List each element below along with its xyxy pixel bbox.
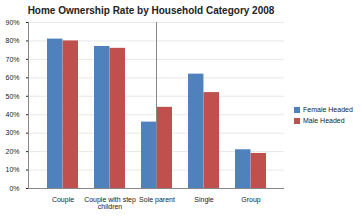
svg-text:70%: 70% (5, 56, 19, 63)
svg-text:0%: 0% (9, 185, 19, 192)
svg-text:80%: 80% (5, 37, 19, 44)
html-text:Male Headed: Male Headed (303, 117, 345, 124)
svg-text:10%: 10% (5, 166, 19, 173)
svg-text:Couple: Couple (52, 196, 74, 204)
svg-text:Sole parent: Sole parent (139, 196, 175, 204)
html-text:Female Headed: Female Headed (303, 106, 353, 113)
svg-text:Couple with stepchildren: Couple with stepchildren (84, 196, 136, 210)
svg-text:50%: 50% (5, 93, 19, 100)
svg-text:40%: 40% (5, 111, 19, 118)
html-text:Home Ownership Rate by Househo: Home Ownership Rate by Household Categor… (27, 5, 275, 16)
svg-text:60%: 60% (5, 74, 19, 81)
svg-text:30%: 30% (5, 129, 19, 136)
svg-text:20%: 20% (5, 148, 19, 155)
svg-text:Single: Single (194, 196, 214, 204)
svg-text:90%: 90% (5, 19, 19, 26)
svg-text:Group: Group (241, 196, 261, 204)
